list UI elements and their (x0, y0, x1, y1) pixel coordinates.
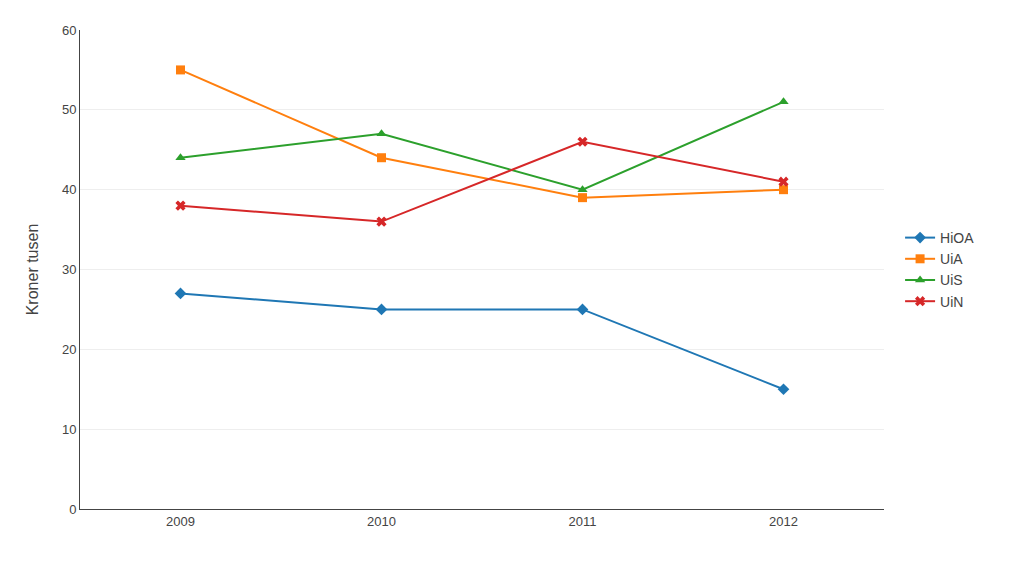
svg-text:60: 60 (62, 23, 76, 38)
svg-text:2012: 2012 (769, 514, 798, 529)
svg-text:0: 0 (69, 502, 76, 517)
svg-text:50: 50 (62, 102, 76, 117)
svg-text:30: 30 (62, 262, 76, 277)
svg-text:UiA: UiA (940, 251, 963, 267)
svg-text:40: 40 (62, 182, 76, 197)
svg-text:2010: 2010 (367, 514, 396, 529)
svg-text:UiN: UiN (940, 294, 963, 310)
svg-text:20: 20 (62, 342, 76, 357)
svg-text:Kroner tusen: Kroner tusen (24, 224, 41, 316)
svg-text:HiOA: HiOA (940, 230, 974, 246)
svg-text:10: 10 (62, 422, 76, 437)
svg-text:2011: 2011 (569, 514, 597, 529)
svg-text:UiS: UiS (940, 272, 963, 288)
svg-text:2009: 2009 (166, 514, 195, 529)
